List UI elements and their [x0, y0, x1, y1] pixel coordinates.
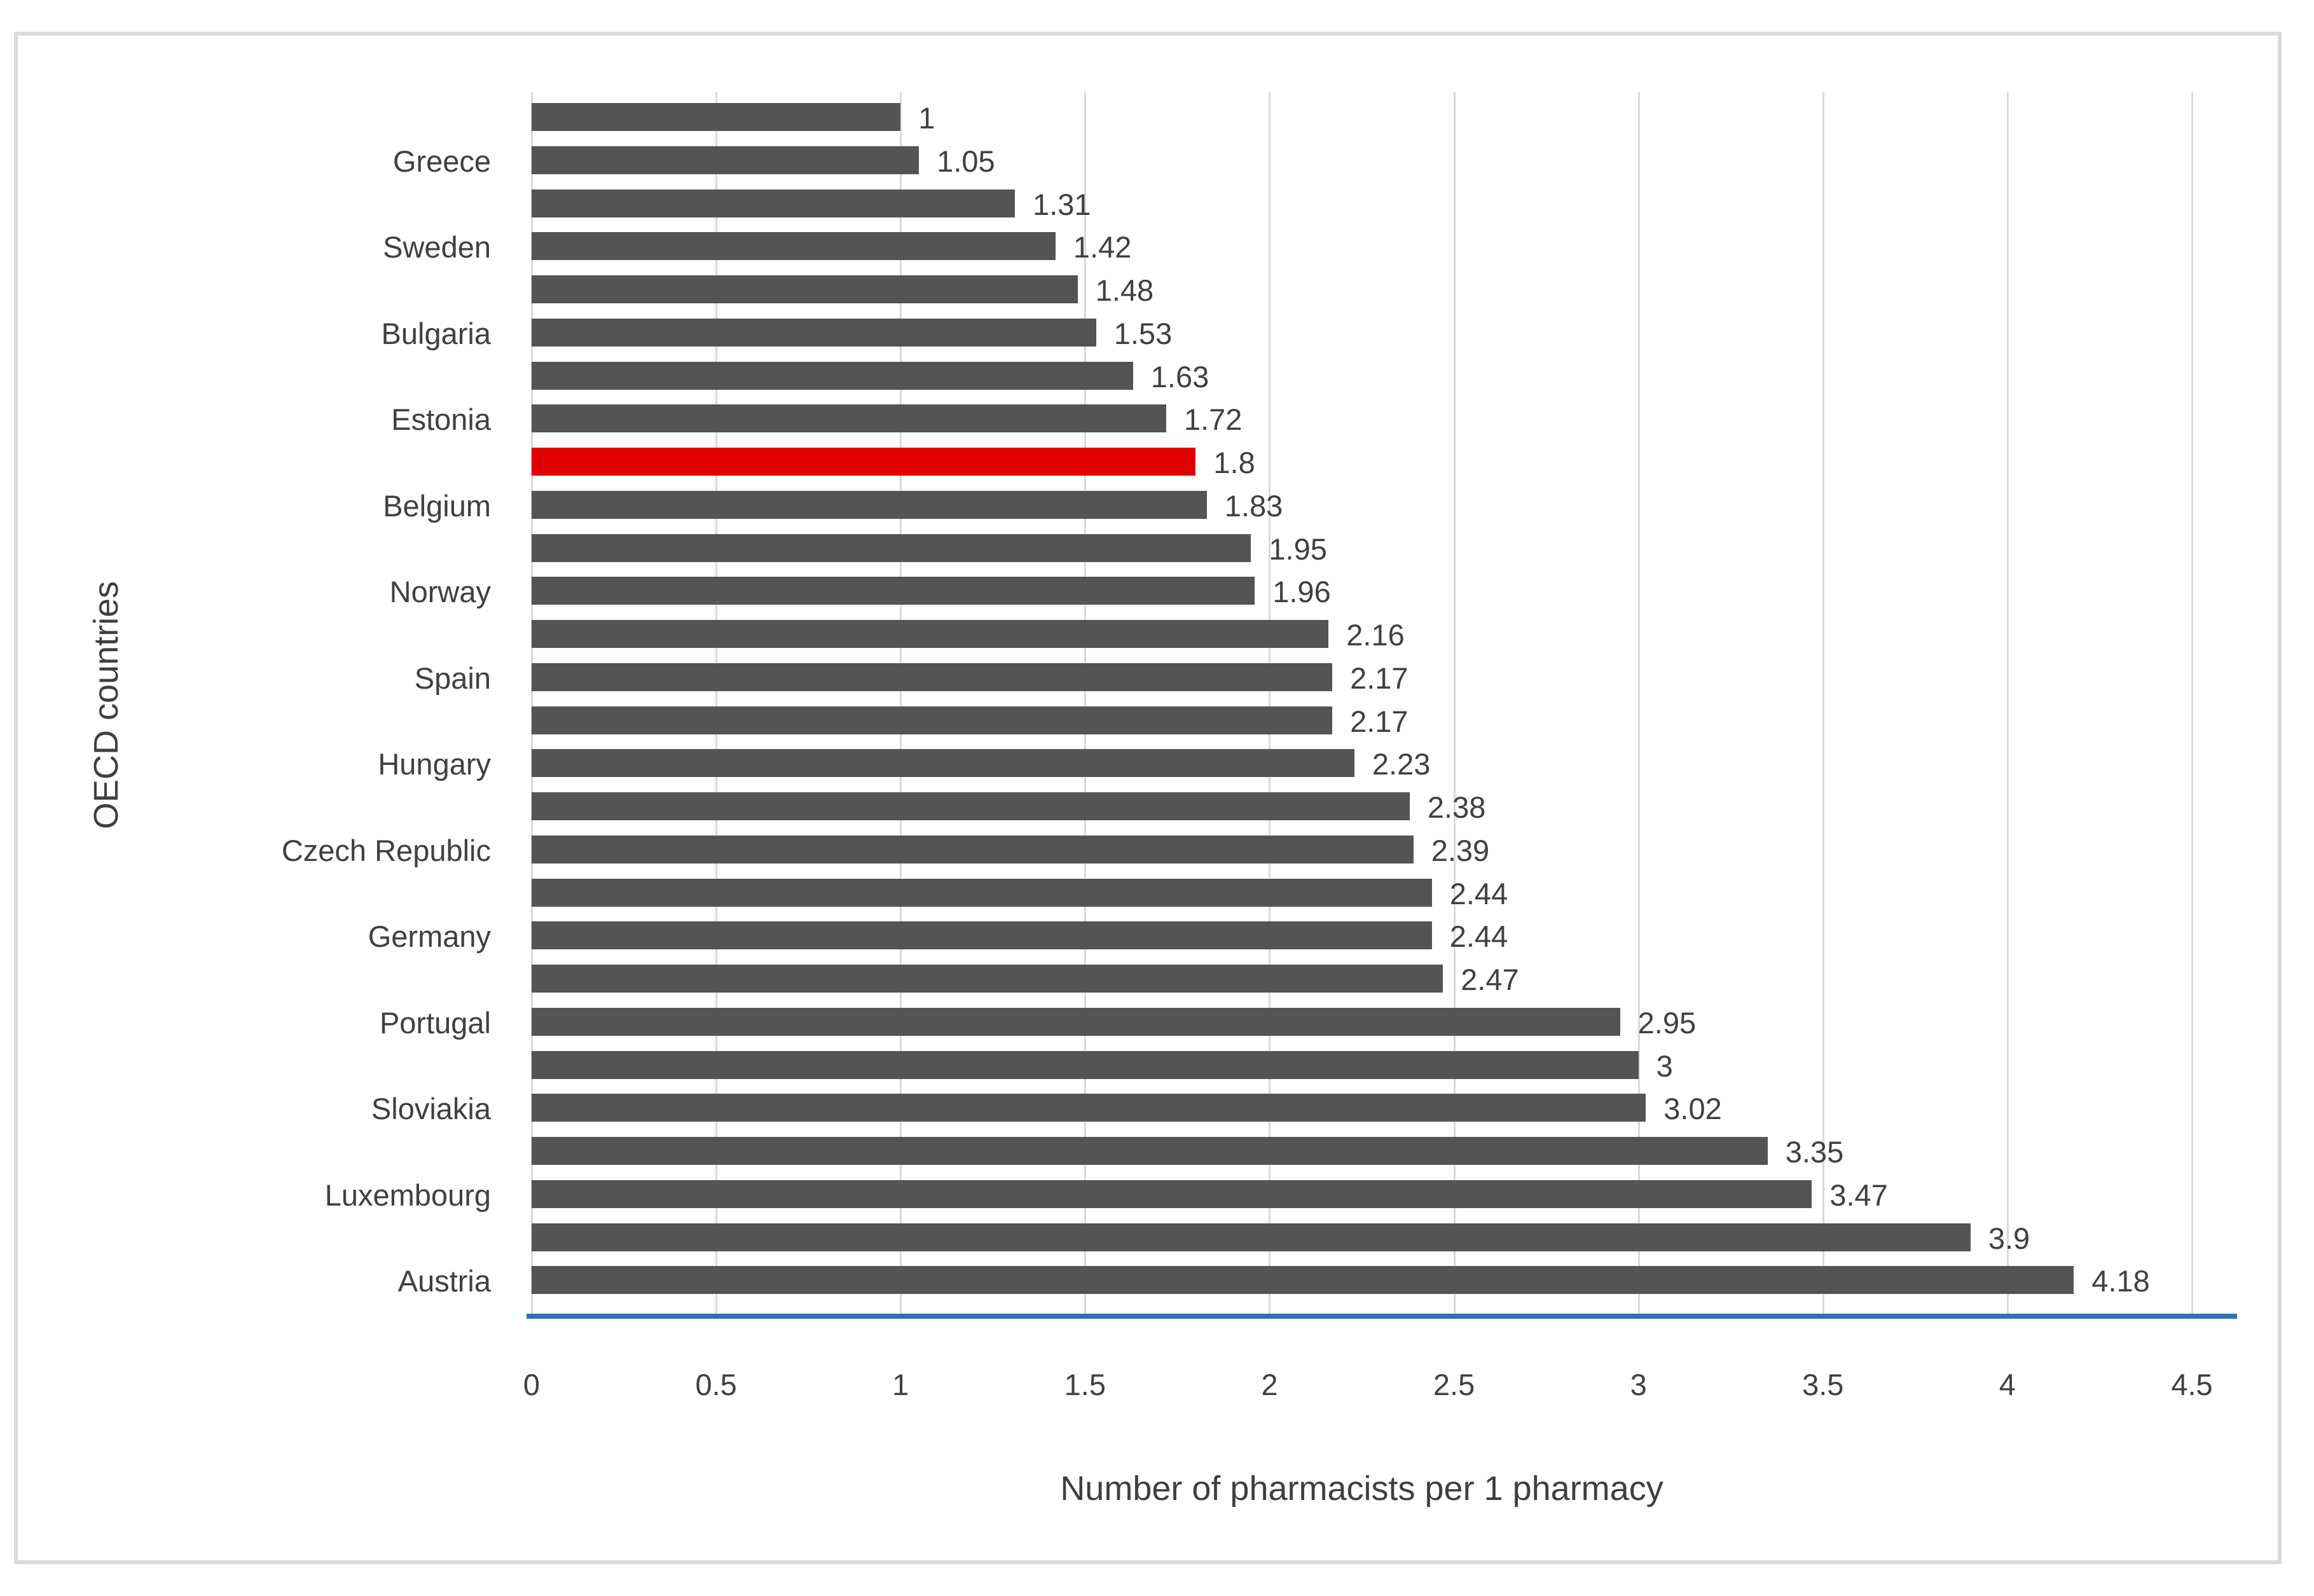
value-label: 1.31	[1033, 187, 1091, 221]
country-label: Portugal	[379, 1005, 491, 1040]
value-label: 2.44	[1449, 876, 1508, 911]
bar	[532, 749, 1354, 778]
bar	[532, 706, 1333, 734]
x-tick-label: 1	[892, 1368, 909, 1401]
value-label: 1.95	[1269, 532, 1327, 566]
bar	[532, 1266, 2074, 1295]
value-label: 3	[1656, 1049, 1673, 1083]
value-label: 3.9	[1988, 1221, 2030, 1255]
value-label: 2.38	[1427, 790, 1486, 824]
bar	[532, 792, 1410, 820]
country-label: Estonia	[391, 402, 491, 437]
bar	[532, 1223, 1971, 1251]
bar	[532, 533, 1251, 562]
country-label: Spain	[414, 661, 491, 695]
country-label: Hungary	[378, 747, 491, 781]
value-label: 1.83	[1224, 488, 1283, 523]
country-label: Belgium	[383, 488, 491, 523]
x-tick-label: 0.5	[695, 1368, 737, 1401]
bar	[532, 620, 1329, 648]
gridline	[2191, 92, 2193, 1318]
x-tick-label: 2.5	[1433, 1368, 1475, 1401]
country-label: Czech Republic	[281, 833, 491, 867]
value-label: 1.72	[1183, 402, 1243, 437]
country-label: Austria	[397, 1264, 491, 1298]
x-tick-label: 1.5	[1064, 1368, 1106, 1401]
gridline	[531, 92, 533, 1318]
gridline	[1822, 92, 1824, 1318]
bar	[532, 232, 1056, 261]
bar	[532, 318, 1096, 347]
value-label: 3.02	[1663, 1092, 1722, 1126]
bar	[532, 1007, 1620, 1036]
value-label: 1.05	[937, 144, 995, 178]
x-tick-label: 3	[1630, 1368, 1647, 1401]
value-label: 1.42	[1073, 230, 1132, 265]
x-tick-label: 3.5	[1802, 1368, 1844, 1401]
value-label: 2.17	[1350, 704, 1408, 738]
country-label: Norway	[389, 575, 491, 609]
bar	[532, 275, 1078, 303]
value-label: 2.17	[1350, 661, 1408, 695]
country-label: Sloviakia	[371, 1092, 491, 1126]
bar	[532, 1137, 1768, 1165]
value-label: 4.18	[2091, 1264, 2150, 1298]
bar	[532, 965, 1443, 993]
country-label: Luxembourg	[324, 1178, 491, 1212]
value-label: 1.8	[1213, 446, 1255, 479]
gridline	[715, 92, 718, 1318]
x-axis-baseline	[527, 1314, 2237, 1319]
bar	[532, 189, 1016, 217]
value-label: 2.95	[1637, 1005, 1697, 1040]
value-label: 2.23	[1372, 747, 1431, 781]
country-label: Germany	[368, 919, 491, 954]
value-label: 2.39	[1431, 833, 1490, 867]
x-tick-label: 4	[1999, 1368, 2016, 1401]
gridline	[1269, 92, 1271, 1318]
bar	[532, 1050, 1639, 1079]
value-label: 2.47	[1461, 963, 1519, 996]
x-tick-label: 4.5	[2171, 1368, 2213, 1401]
bar	[532, 1180, 1812, 1208]
bar	[532, 1094, 1646, 1122]
x-tick-label: 2	[1261, 1368, 1278, 1401]
value-label: 2.16	[1346, 618, 1405, 652]
highlighted-bar	[532, 448, 1196, 476]
value-label: 3.47	[1829, 1178, 1888, 1212]
value-label: 1.63	[1150, 359, 1209, 394]
bar	[532, 361, 1133, 390]
bar	[532, 103, 901, 131]
country-label: Sweden	[383, 230, 491, 265]
value-label: 1.53	[1113, 316, 1173, 350]
bar	[532, 490, 1207, 519]
gridline	[1637, 92, 1640, 1318]
bar	[532, 921, 1432, 950]
bar	[532, 835, 1414, 863]
country-label: Greece	[392, 144, 491, 178]
x-tick-label: 0	[523, 1368, 541, 1401]
value-label: 2.44	[1449, 919, 1508, 954]
value-label: 1.48	[1095, 273, 1154, 307]
value-label: 3.35	[1785, 1135, 1844, 1169]
country-label: Bulgaria	[381, 316, 491, 350]
x-axis-title: Number of pharmacists per 1 pharmacy	[1060, 1469, 1663, 1508]
bar	[532, 878, 1432, 907]
y-axis-title: OECD countries	[87, 581, 125, 830]
gridline	[2006, 92, 2009, 1318]
gridline	[1453, 92, 1456, 1318]
gridline	[900, 92, 902, 1318]
bar	[532, 404, 1166, 433]
bar	[532, 577, 1255, 605]
gridline	[1084, 92, 1087, 1318]
value-label: 1	[918, 101, 935, 135]
bar	[532, 146, 919, 174]
value-label: 1.96	[1272, 575, 1331, 609]
bar	[532, 663, 1333, 691]
